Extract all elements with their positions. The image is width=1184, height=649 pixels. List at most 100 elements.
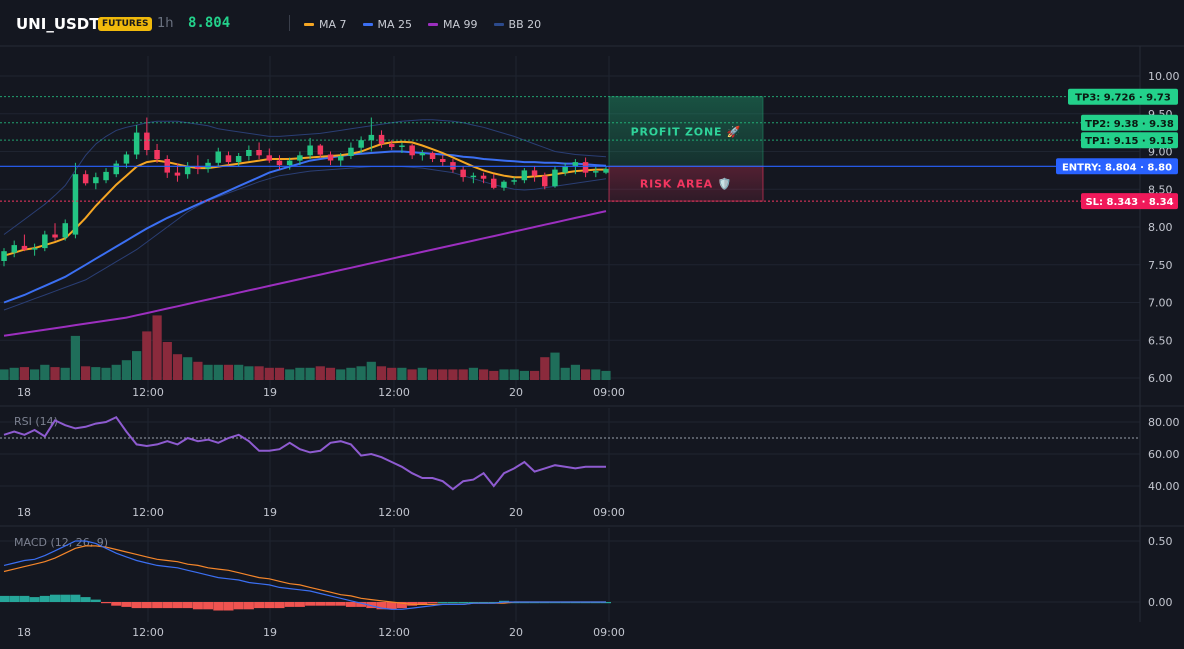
- macd-hist-bar: [294, 602, 305, 607]
- candle-body: [195, 166, 201, 169]
- legend-item-ma99[interactable]: MA 99: [428, 18, 478, 31]
- candle-body: [256, 150, 262, 156]
- macd-hist-bar: [141, 602, 152, 609]
- candle-body: [552, 169, 558, 187]
- macd-hist-bar: [315, 602, 326, 606]
- price-axis: 10.009.509.008.508.007.507.006.506.0080.…: [1148, 70, 1180, 609]
- legend-swatch-bb20: [493, 22, 504, 26]
- macd-hist-bar: [0, 595, 9, 602]
- legend-label-ma7: MA 7: [319, 17, 347, 31]
- volume-bar: [356, 366, 366, 380]
- volume-bar: [417, 367, 427, 380]
- volume-bar: [530, 370, 540, 380]
- price-tag-tp1: TP1: 9.15 · 9.15: [1085, 136, 1174, 147]
- volume-bar: [387, 367, 397, 380]
- chart-header: UNI_USDT FUTURES 1h 8.804 MA 7 MA 25 MA …: [0, 0, 1184, 46]
- volume-bar: [50, 367, 60, 380]
- candle-body: [144, 132, 150, 150]
- grid-lines: [0, 56, 1140, 622]
- candle-body: [307, 145, 313, 156]
- volume-bar: [468, 367, 478, 380]
- candle-body: [542, 175, 548, 187]
- candle-body: [480, 175, 487, 179]
- volume-bar: [183, 357, 193, 380]
- volume-bar: [346, 367, 356, 380]
- macd-hist-bar: [223, 602, 234, 611]
- time-axis-tick: 19: [263, 386, 277, 399]
- legend-item-bb20[interactable]: BB 20: [493, 18, 541, 31]
- volume-bar: [519, 370, 529, 380]
- macd-hist-bar: [345, 602, 356, 607]
- symbol-label[interactable]: UNI_USDT: [16, 15, 100, 33]
- legend-swatch-ma7: [304, 22, 314, 26]
- macd-hist-bar: [131, 602, 142, 609]
- candle-body: [215, 151, 221, 163]
- macd-hist-bar: [458, 602, 469, 604]
- time-axis-tick: 12:00: [378, 506, 410, 519]
- candle-body: [297, 155, 303, 161]
- time-axis-tick: 09:00: [593, 626, 625, 639]
- legend-item-ma7[interactable]: MA 7: [304, 18, 347, 31]
- legend-label-ma99: MA 99: [443, 17, 478, 31]
- price-axis-tick: 7.00: [1148, 297, 1173, 310]
- candle-body: [572, 162, 579, 167]
- volume-bar: [540, 357, 550, 380]
- candle-body: [21, 245, 28, 250]
- price-tags: TP3: 9.726 · 9.73 TP2: 9.38 · 9.38 TP1: 9.…: [1056, 88, 1178, 210]
- volume-bar: [60, 367, 70, 380]
- volume-bar: [366, 361, 376, 380]
- macd-hist-bar: [203, 602, 214, 610]
- volume-bar: [162, 342, 172, 380]
- volume-bar: [91, 367, 101, 380]
- time-axis-tick: 18: [17, 506, 31, 519]
- time-axis-tick: 09:00: [593, 386, 625, 399]
- candle-body: [62, 223, 68, 238]
- rsi-axis-tick: 80.00: [1148, 416, 1180, 429]
- volume-bar: [244, 366, 254, 380]
- price-levels: [0, 96, 1140, 202]
- time-axis-tick: 09:00: [593, 506, 625, 519]
- interval-label[interactable]: 1h: [157, 16, 174, 31]
- macd-hist-bar: [366, 602, 377, 609]
- macd-axis-tick: 0.00: [1148, 596, 1173, 609]
- candle-body: [42, 234, 48, 249]
- price-axis-tick: 9.00: [1148, 146, 1173, 159]
- price-tag-tp2: TP2: 9.38 · 9.38: [1085, 119, 1174, 130]
- volume-bar: [81, 366, 91, 380]
- bb-upper-line: [3, 119, 607, 235]
- macd-hist-bar: [437, 602, 448, 604]
- rsi-axis-tick: 60.00: [1148, 448, 1180, 461]
- volume-bar: [438, 369, 448, 380]
- candle-body: [358, 140, 364, 148]
- legend-item-ma25[interactable]: MA 25: [362, 18, 412, 31]
- candle-body: [409, 145, 415, 156]
- candle-body: [174, 172, 181, 176]
- volume-bar: [142, 331, 152, 380]
- candle-body: [399, 145, 405, 147]
- macd-hist-bar: [9, 595, 20, 602]
- moving-averages: [3, 140, 607, 337]
- macd-hist-bar: [172, 602, 183, 609]
- volume-bar: [601, 370, 611, 380]
- candle-body: [11, 245, 17, 253]
- macd-hist-bar: [50, 594, 60, 602]
- candle-body: [389, 144, 395, 147]
- volume-bar: [325, 367, 336, 380]
- macd-hist-bar: [192, 602, 203, 610]
- macd-hist-bar: [386, 602, 397, 610]
- candle-body: [378, 134, 385, 144]
- macd-hist-bar: [478, 602, 489, 604]
- risk-zone-label: RISK AREA 🛡️: [640, 178, 732, 191]
- ma7-line: [3, 140, 606, 257]
- candle-body: [582, 162, 589, 173]
- legend-divider: [289, 15, 290, 31]
- macd-axis-tick: 0.50: [1148, 535, 1173, 548]
- macd-hist-bar: [101, 602, 111, 604]
- price-tag-tp3-bg: [1068, 88, 1178, 105]
- volume-bar: [285, 369, 295, 380]
- volume-bar: [570, 364, 580, 380]
- time-axis-tick: 19: [263, 506, 277, 519]
- candlesticks: [1, 117, 609, 267]
- volume-bar: [489, 370, 499, 380]
